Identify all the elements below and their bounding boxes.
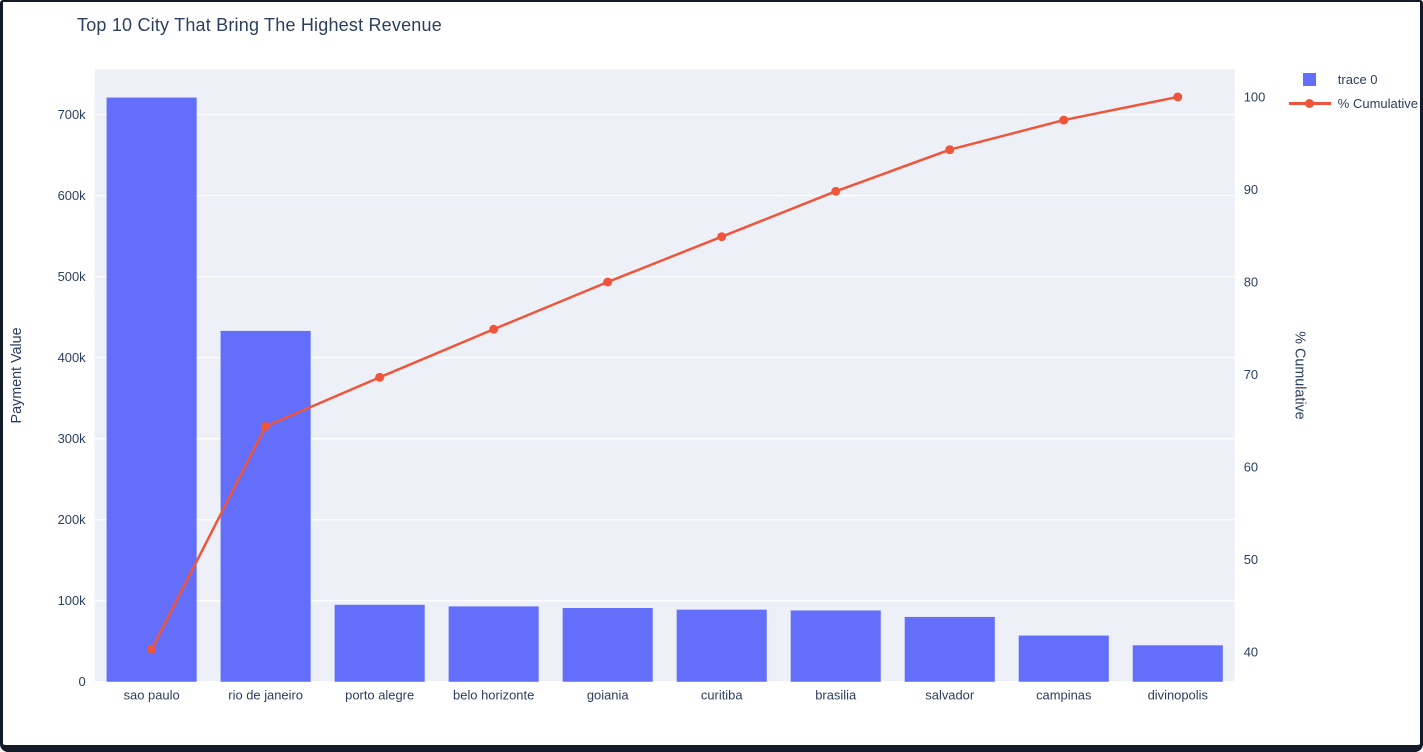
right-axis-title: % Cumulative [1292,331,1308,419]
left-axis-title: Payment Value [9,327,25,423]
bar-series [106,97,1223,682]
bar-campinas[interactable] [1018,635,1109,682]
cumulative-marker-curitiba[interactable] [717,232,727,242]
bar-goiania[interactable] [562,608,653,682]
pareto-chart: 0 100k 200k 300k 400k 500k 600k 700k 40 50 60 70 80… [9,69,1308,703]
cumulative-marker-divinopolis[interactable] [1173,92,1183,102]
left-tick-label: 0 [78,674,85,689]
cumulative-line-series [147,92,1183,654]
right-axis-tick-labels: 40 50 60 70 80 90 100 [1244,89,1266,659]
x-tick-label-belo-horizonte: belo horizonte [453,688,534,703]
x-tick-label-goiania: goiania [587,688,630,703]
left-tick-label: 500k [58,269,87,284]
cumulative-marker-sao-paulo[interactable] [147,644,157,654]
right-tick-label: 70 [1244,367,1258,382]
x-tick-label-brasilia: brasilia [815,688,857,703]
bar-sao-paulo[interactable] [106,97,197,682]
x-tick-label-rio-de-janeiro: rio de janeiro [228,688,303,703]
x-tick-label-porto-alegre: porto alegre [345,688,414,703]
bar-divinopolis[interactable] [1132,645,1223,682]
right-tick-label: 90 [1244,182,1258,197]
x-tick-label-divinopolis: divinopolis [1148,688,1208,703]
left-tick-label: 700k [58,107,87,122]
x-axis-tick-labels: sao paulo rio de janeiro porto alegre belo … [124,688,1208,703]
right-tick-label: 40 [1244,645,1258,660]
legend-label-cumulative: % Cumulative [1337,96,1418,111]
bar-belo-horizonte[interactable] [448,606,539,682]
x-tick-label-curitiba: curitiba [701,688,744,703]
cumulative-marker-brasilia[interactable] [831,186,841,196]
legend-label-trace0: trace 0 [1337,72,1378,87]
cumulative-marker-rio-de-janeiro[interactable] [261,421,271,431]
left-tick-label: 300k [58,431,87,446]
left-tick-label: 600k [58,188,87,203]
legend-item-trace0[interactable]: trace 0 [1289,72,1418,87]
bar-rio-de-janeiro[interactable] [220,330,311,682]
left-tick-label: 400k [58,350,87,365]
left-tick-label: 100k [58,593,87,608]
x-tick-label-salvador: salvador [925,688,975,703]
x-tick-label-sao-paulo: sao paulo [124,688,180,703]
chart-title: Top 10 City That Bring The Highest Reven… [77,15,442,35]
legend-item-cumulative[interactable]: % Cumulative [1288,96,1418,111]
cumulative-marker-salvador[interactable] [945,145,955,155]
cumulative-line [150,95,1179,650]
line-swatch-icon [1288,97,1331,111]
bar-curitiba[interactable] [676,609,767,682]
right-tick-label: 50 [1244,552,1258,567]
cumulative-marker-campinas[interactable] [1059,115,1069,125]
cumulative-marker-goiania[interactable] [603,277,613,287]
bar-salvador[interactable] [904,616,995,682]
cumulative-marker-belo-horizonte[interactable] [489,324,499,334]
left-axis-tick-labels: 0 100k 200k 300k 400k 500k 600k 700k [58,107,87,689]
right-tick-label: 100 [1244,89,1266,104]
left-tick-label: 200k [58,512,87,527]
bar-porto-alegre[interactable] [334,604,425,682]
bar-swatch-icon [1289,73,1331,87]
right-tick-label: 60 [1244,460,1258,475]
x-tick-label-campinas: campinas [1036,688,1091,703]
right-tick-label: 80 [1244,275,1258,290]
cumulative-marker-porto-alegre[interactable] [375,372,385,382]
legend: trace 0 % Cumulative [1288,72,1418,111]
bar-brasilia[interactable] [790,610,881,682]
